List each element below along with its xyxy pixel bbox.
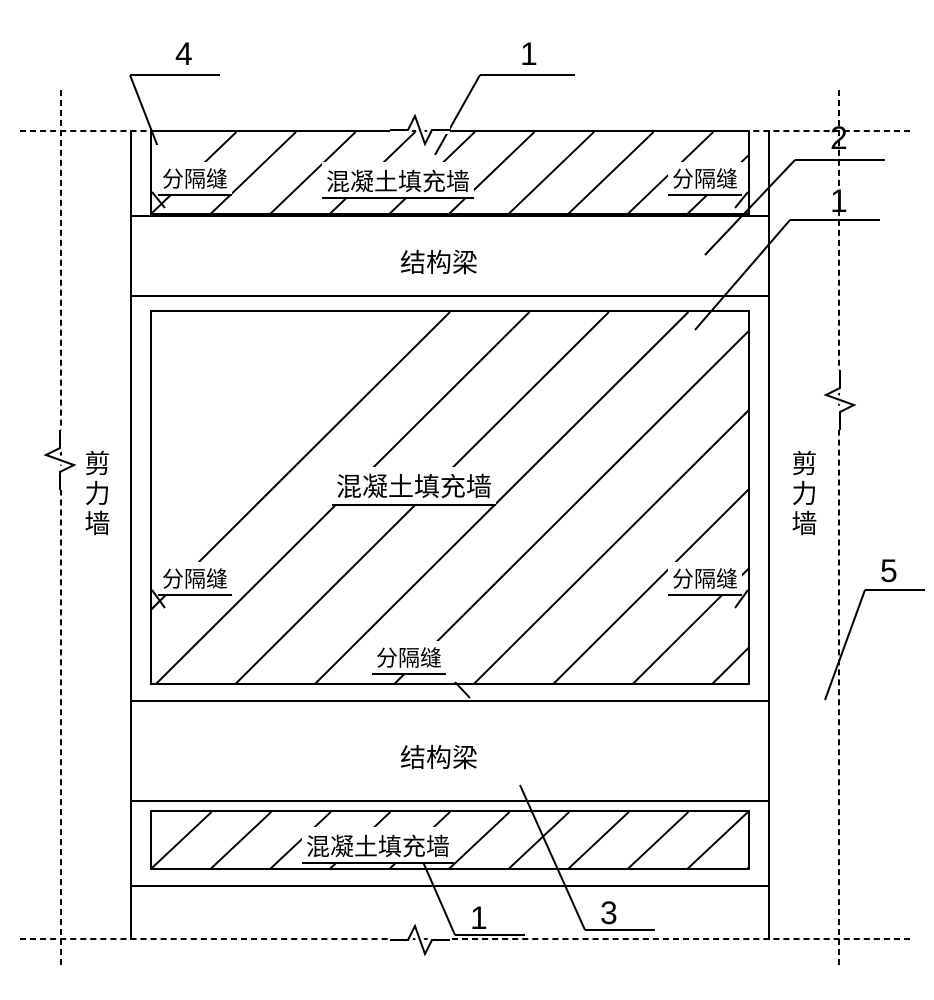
callout-2: 2 (830, 120, 848, 157)
label-separation-joint: 分隔缝 (372, 641, 446, 675)
chain-line-left (60, 90, 62, 965)
callout-3: 3 (600, 895, 618, 932)
callout-1: 1 (830, 183, 848, 220)
label-structural-beam: 结构梁 (400, 738, 478, 775)
label-fill-wall: 混凝土填充墙 (302, 827, 454, 864)
callout-line-3 (510, 780, 660, 950)
callout-line-5 (820, 550, 934, 710)
break-symbol-top (390, 112, 450, 148)
label-separation-joint: 分隔缝 (158, 562, 232, 596)
label-fill-wall: 混凝土填充墙 (322, 162, 474, 199)
label-shear-wall-right: 剪力墙 (785, 450, 822, 540)
break-symbol-bottom (390, 922, 450, 958)
fill-wall-bottom: 混凝土填充墙 (150, 810, 750, 870)
callout-1: 1 (470, 900, 488, 937)
beam-line (130, 700, 770, 702)
beam-line (130, 800, 770, 802)
callout-4: 4 (175, 36, 193, 73)
break-symbol-left (42, 430, 78, 490)
label-separation-joint: 分隔缝 (668, 162, 742, 196)
break-symbol-right (822, 370, 858, 430)
callout-5: 5 (880, 553, 898, 590)
label-fill-wall: 混凝土填充墙 (332, 467, 496, 506)
label-separation-joint: 分隔缝 (158, 162, 232, 196)
label-shear-wall-left: 剪力墙 (78, 450, 115, 540)
joint-indicator-lines (150, 130, 750, 700)
label-separation-joint: 分隔缝 (668, 562, 742, 596)
callout-line-4 (100, 35, 240, 145)
callout-line-1-right (690, 180, 890, 340)
callout-1: 1 (520, 36, 538, 73)
inner-vertical-left (130, 130, 132, 940)
